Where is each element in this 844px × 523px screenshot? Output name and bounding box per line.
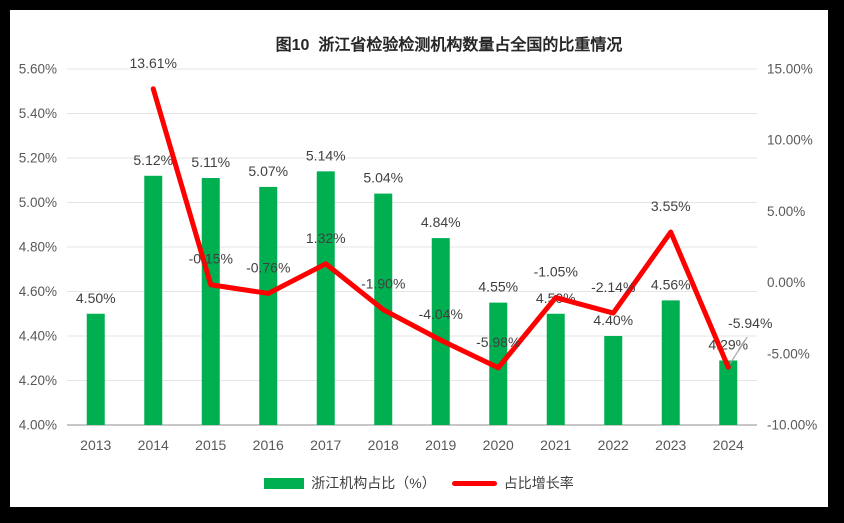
right-axis-tick: -5.00%: [767, 346, 810, 361]
left-axis-tick: 5.00%: [19, 195, 57, 210]
bar: [661, 300, 680, 425]
left-axis-tick: 4.40%: [19, 329, 57, 344]
x-axis-label: 2018: [368, 437, 399, 453]
chart-svg: 4.00% 4.20% 4.40% 4.60% 4.80% 5.00% 5.20% 5.40%…: [19, 55, 818, 453]
bar: [144, 175, 163, 425]
x-axis-label: 2016: [253, 437, 284, 453]
line-label: -1.90%: [361, 276, 405, 292]
bar: [259, 186, 278, 425]
x-axis-label: 2021: [540, 437, 571, 453]
x-axis-label: 2024: [713, 437, 744, 453]
bar-label: 5.04%: [363, 170, 403, 186]
bar-label: 4.40%: [593, 312, 633, 328]
x-axis-label: 2022: [598, 437, 629, 453]
bar-label: 4.56%: [651, 276, 691, 292]
x-axis-label: 2023: [655, 437, 686, 453]
left-axis-tick: 4.00%: [19, 418, 57, 433]
legend-label-bar-series: 浙江机构占比（%）: [311, 475, 436, 491]
bar-label: 4.84%: [421, 214, 461, 230]
line-series-swatch: [451, 480, 497, 486]
right-axis-tick: 0.00%: [767, 275, 805, 290]
left-axis-tick: 4.60%: [19, 284, 57, 299]
right-axis-tick: -10.00%: [767, 418, 817, 433]
bar: [431, 238, 450, 425]
line-label: -5.94%: [728, 315, 772, 331]
legend: 浙江机构占比（%） 占比增长率: [10, 473, 828, 493]
legend-item-bar-series: 浙江机构占比（%）: [264, 473, 436, 493]
x-axis-label: 2015: [195, 437, 226, 453]
left-axis-tick: 5.20%: [19, 151, 57, 166]
left-axis-tick: 5.40%: [19, 106, 57, 121]
x-axis-label: 2013: [80, 437, 111, 453]
legend-item-line-series: 占比增长率: [451, 473, 574, 493]
line-label: -0.76%: [246, 259, 290, 275]
line-label: -0.15%: [189, 251, 233, 267]
bar-label: 5.14%: [306, 147, 346, 163]
bar-label: 4.55%: [478, 279, 518, 295]
chart-area: 图10 浙江省检验检测机构数量占全国的比重情况 4.00% 4.20% 4.40% 4…: [10, 10, 828, 507]
chart-title: 图10 浙江省检验检测机构数量占全国的比重情况: [275, 37, 623, 54]
left-axis-tick: 4.80%: [19, 240, 57, 255]
bar: [604, 336, 623, 425]
bar-label: 5.12%: [133, 152, 173, 168]
label-leader-line: [729, 336, 748, 364]
growth-rate-line: [150, 86, 731, 371]
line-label: -4.04%: [419, 306, 463, 322]
bar: [86, 313, 105, 425]
line-label: 3.55%: [651, 198, 691, 214]
bar: [316, 171, 335, 425]
left-axis-tick: 5.60%: [19, 62, 57, 77]
line-label: -5.98%: [476, 334, 520, 350]
x-axis-label: 2014: [138, 437, 169, 453]
right-axis-tick: 10.00%: [767, 133, 813, 148]
x-axis-label: 2017: [310, 437, 341, 453]
bar-series-swatch: [264, 477, 305, 489]
legend-label-line-series: 占比增长率: [503, 475, 574, 491]
x-axis-label: 2019: [425, 437, 456, 453]
line-label: -2.14%: [591, 279, 635, 295]
left-axis-tick: 4.20%: [19, 373, 57, 388]
line-label: -1.05%: [534, 264, 578, 280]
line-label: 1.32%: [306, 230, 346, 246]
bar-label: 5.11%: [191, 154, 230, 170]
bar: [546, 313, 565, 425]
line-label: 13.61%: [130, 55, 177, 71]
right-axis-tick: 15.00%: [767, 62, 813, 77]
right-axis-tick: 5.00%: [767, 204, 805, 219]
x-axis-label: 2020: [483, 437, 514, 453]
bar-label: 4.50%: [76, 290, 116, 306]
bar: [201, 178, 220, 425]
bar-label: 5.07%: [248, 163, 288, 179]
bar: [719, 360, 738, 425]
